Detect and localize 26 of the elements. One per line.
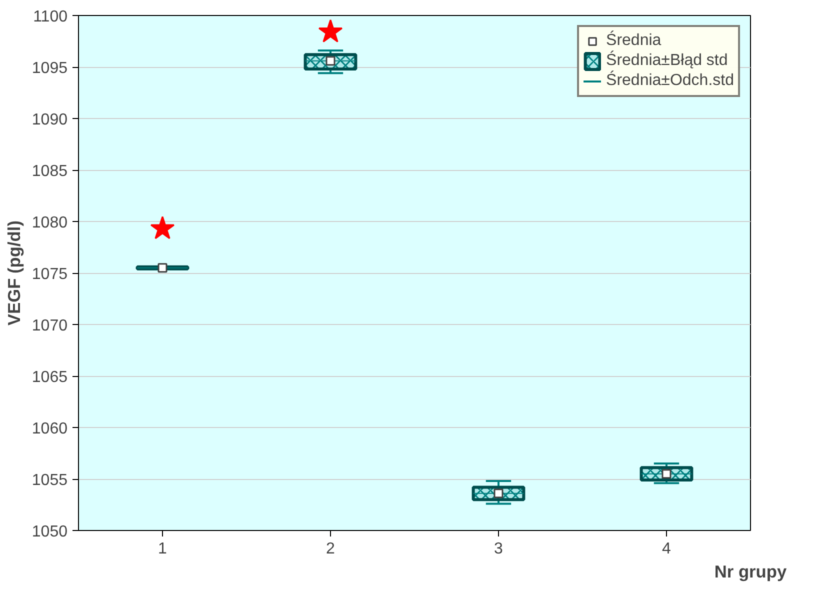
x-axis-title: Nr grupy [714,562,787,582]
point [494,488,504,498]
x-tick-label: 2 [326,540,336,558]
annotation: Średnia±Odch.std [606,72,734,90]
y-tick-label: 1095 [32,60,68,77]
y-tick-label: 1075 [32,266,68,283]
y-tick-label: 1055 [32,472,68,489]
y-axis-title: VEGF (pg/dl) [4,220,24,326]
y-tick-label: 1060 [32,420,68,438]
y-tick-label: 1085 [32,163,68,180]
y-tick-label: 1080 [32,214,68,232]
legend-label: Średnia [606,32,662,50]
point [318,19,343,42]
point [662,469,672,479]
legend-label: Średnia±Błąd std [606,52,728,70]
point [158,263,168,273]
y-tick-label: 1050 [32,524,68,540]
y-tick-label: 1100 [33,8,68,26]
y-tick-label: 1090 [32,112,68,128]
x-tick-label: 1 [158,540,168,558]
point [326,56,336,66]
y-tick-label: 1070 [32,318,68,334]
point [150,216,175,240]
x-tick-label: 4 [662,540,672,558]
y-tick-label: 1065 [32,369,68,386]
x-tick-label: 3 [494,540,504,558]
